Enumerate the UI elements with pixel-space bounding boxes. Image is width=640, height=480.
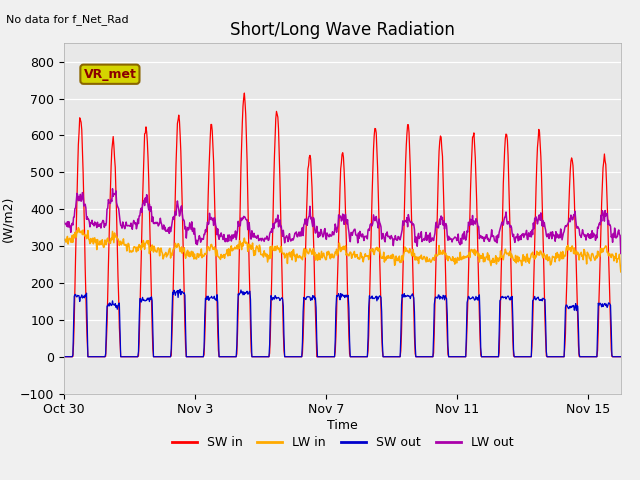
- SW out: [396, 354, 404, 360]
- Line: LW out: LW out: [64, 189, 621, 253]
- Line: SW in: SW in: [64, 93, 621, 357]
- X-axis label: Time: Time: [327, 419, 358, 432]
- LW out: [349, 229, 357, 235]
- SW out: [60, 354, 68, 360]
- Text: No data for f_Net_Rad: No data for f_Net_Rad: [6, 14, 129, 25]
- SW out: [176, 287, 184, 292]
- SW in: [396, 354, 404, 360]
- LW in: [74, 225, 82, 230]
- LW out: [486, 236, 494, 241]
- SW out: [124, 354, 131, 360]
- SW in: [60, 354, 68, 360]
- Y-axis label: (W/m2): (W/m2): [1, 195, 14, 241]
- LW in: [617, 269, 625, 275]
- SW in: [486, 354, 494, 360]
- SW in: [241, 90, 248, 96]
- SW in: [135, 339, 143, 345]
- LW in: [396, 260, 404, 265]
- LW out: [617, 251, 625, 256]
- LW in: [124, 240, 132, 246]
- LW in: [486, 260, 494, 266]
- SW out: [173, 289, 180, 295]
- SW out: [617, 354, 625, 360]
- LW out: [124, 223, 132, 228]
- SW in: [173, 142, 180, 148]
- LW out: [173, 198, 181, 204]
- LW in: [60, 236, 68, 242]
- LW in: [136, 244, 143, 250]
- SW out: [135, 319, 143, 324]
- SW in: [617, 354, 625, 360]
- Line: SW out: SW out: [64, 289, 621, 357]
- SW in: [124, 354, 131, 360]
- SW out: [349, 354, 357, 360]
- LW in: [173, 243, 181, 249]
- LW out: [136, 213, 143, 218]
- Title: Short/Long Wave Radiation: Short/Long Wave Radiation: [230, 21, 455, 39]
- Text: VR_met: VR_met: [83, 68, 136, 81]
- LW out: [60, 218, 68, 224]
- LW in: [349, 251, 357, 257]
- LW out: [396, 237, 404, 243]
- Line: LW in: LW in: [64, 228, 621, 272]
- LW out: [109, 186, 116, 192]
- SW out: [486, 354, 494, 360]
- SW in: [349, 354, 357, 360]
- Legend: SW in, LW in, SW out, LW out: SW in, LW in, SW out, LW out: [166, 431, 518, 454]
